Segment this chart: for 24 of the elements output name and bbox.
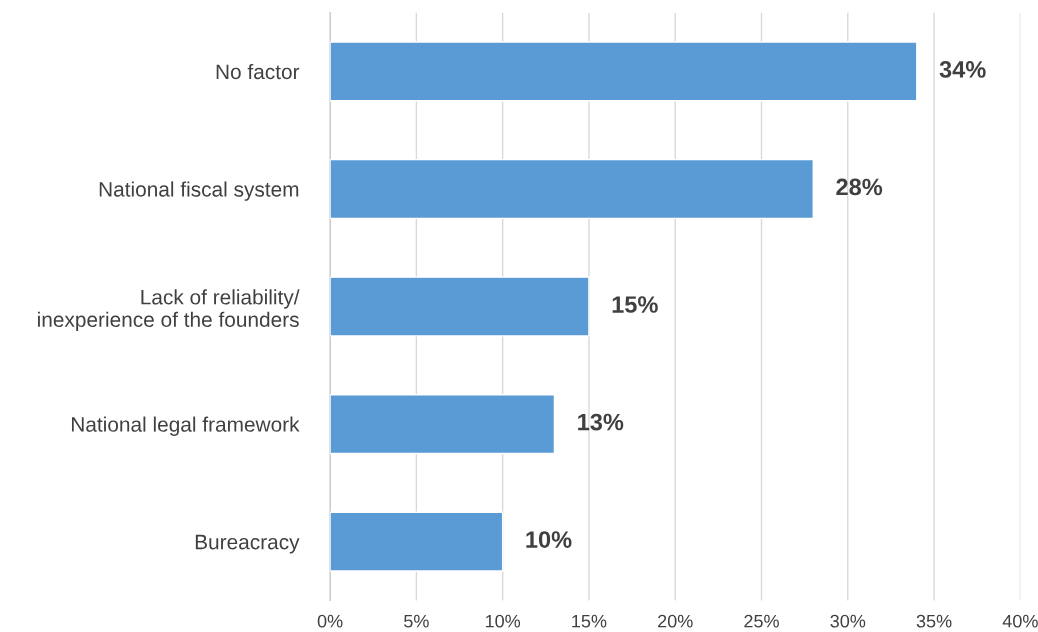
data-label: 13%: [578, 413, 624, 431]
data-label: 28%: [836, 178, 883, 196]
bar: [330, 276, 590, 337]
y-tick-label: National legal framework: [71, 416, 300, 436]
x-tick-label: 0%: [317, 614, 343, 628]
y-tick-label: Bureacracy: [195, 534, 300, 554]
y-tick-label: Lack of reliability/ inexperience of the founders: [38, 289, 300, 332]
bar: [330, 41, 918, 102]
x-tick-label: 25%: [744, 614, 779, 628]
bar: [330, 158, 814, 220]
x-tick-label: 35%: [916, 614, 952, 628]
x-tick-label: 20%: [658, 614, 693, 628]
x-tick-label: 15%: [572, 614, 607, 628]
data-label: 34%: [939, 61, 986, 78]
bar: [330, 393, 556, 455]
x-tick-label: 10%: [485, 614, 521, 628]
x-tick-label: 40%: [1002, 614, 1038, 628]
bar: [330, 511, 504, 572]
x-tick-label: 30%: [830, 614, 866, 628]
data-label: 15%: [612, 296, 658, 313]
y-tick-label: National fiscal system: [99, 181, 299, 201]
x-tick-label: 5%: [404, 614, 429, 628]
data-label: 10%: [526, 531, 572, 548]
y-tick-label: No factor: [216, 63, 300, 80]
